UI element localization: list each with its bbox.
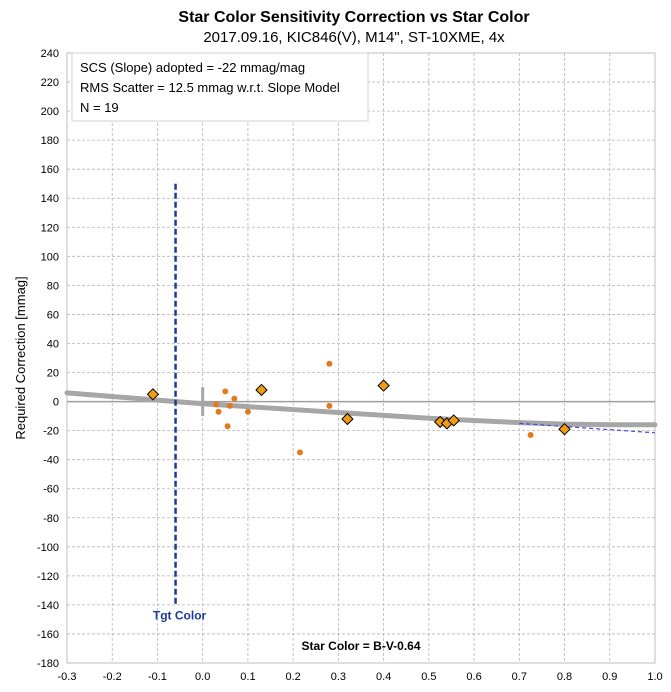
y-tick-label: 20 <box>47 368 59 380</box>
x-tick-label: 0.5 <box>421 671 436 683</box>
diamond-point <box>255 383 268 397</box>
y-tick-label: -180 <box>37 658 59 670</box>
chart-title: Star Color Sensitivity Correction vs Sta… <box>178 9 529 26</box>
info-box-background <box>71 52 369 122</box>
y-tick-labels: -180 -160 -140 -120 -100 -80 -60 -40 -20 0 20 40 60 8… <box>37 48 59 670</box>
y-tick-label: -20 <box>43 426 59 438</box>
slope-line <box>519 422 656 434</box>
x-tick-label: 0.0 <box>195 671 210 683</box>
dot-point <box>213 401 220 408</box>
grid <box>66 52 656 664</box>
diamond-point <box>558 422 571 436</box>
fit-curve <box>64 390 658 428</box>
y-axis-label: Required Correction [mmag] <box>13 276 28 439</box>
y-tick-label: 60 <box>47 309 59 321</box>
dot-point <box>326 402 333 409</box>
x-axis-label: Star Color = B-V-0.64 <box>301 639 420 653</box>
dot-point <box>215 408 222 415</box>
x-tick-label: 0.1 <box>240 671 255 683</box>
dot-point <box>226 402 233 409</box>
y-tick-label: 240 <box>41 48 59 60</box>
x-tick-label: 0.7 <box>512 671 527 683</box>
x-tick-label: -0.1 <box>148 671 167 683</box>
x-tick-label: -0.3 <box>58 671 77 683</box>
x-tick-label: 0.3 <box>331 671 346 683</box>
x-tick-label: 0.6 <box>466 671 481 683</box>
y-tick-label: 80 <box>47 280 59 292</box>
diamond-point <box>146 388 160 401</box>
dot-point <box>224 423 231 430</box>
info-box: SCS (Slope) adopted = -22 mmag/mag RMS S… <box>71 52 369 122</box>
x-tick-label: 0.9 <box>602 671 617 683</box>
y-tick-label: 120 <box>41 222 59 234</box>
y-tick-label: -100 <box>37 542 59 554</box>
y-tick-label: -140 <box>37 600 59 612</box>
dot-point <box>527 431 534 438</box>
y-tick-label: 0 <box>53 397 59 409</box>
diamond-point <box>341 412 354 426</box>
y-tick-label: 220 <box>41 77 59 89</box>
dot-point <box>231 395 238 402</box>
x-tick-label: 1.0 <box>647 671 662 683</box>
y-tick-label: 160 <box>41 164 59 176</box>
x-tick-label: 0.4 <box>376 671 391 683</box>
x-tick-labels: -0.3 -0.2 -0.1 0.0 0.1 0.2 0.3 0.4 0.5 0.6 0.7 0.8 0… <box>58 671 663 683</box>
diamond-point <box>447 414 460 427</box>
dot-point <box>296 449 303 456</box>
info-line-scs: SCS (Slope) adopted = -22 mmag/mag <box>80 60 305 75</box>
y-tick-label: -40 <box>43 455 59 467</box>
y-tick-label: 40 <box>47 338 59 350</box>
x-tick-label: 0.8 <box>557 671 572 683</box>
plot-frame <box>66 52 656 664</box>
y-tick-label: -80 <box>43 513 59 525</box>
dot-point <box>222 388 229 395</box>
chart-subtitle: 2017.09.16, KIC846(V), M14", ST-10XME, 4… <box>203 29 505 46</box>
x-tick-label: 0.2 <box>286 671 301 683</box>
dot-point <box>244 408 251 415</box>
y-tick-label: -160 <box>37 629 59 641</box>
y-tick-label: -60 <box>43 484 59 496</box>
y-tick-label: 200 <box>41 106 59 118</box>
y-tick-label: 180 <box>41 135 59 147</box>
x-tick-label: -0.2 <box>103 671 122 683</box>
y-tick-label: 100 <box>41 251 59 263</box>
y-tick-label: 140 <box>41 193 59 205</box>
y-tick-label: -120 <box>37 571 59 583</box>
dot-point <box>326 360 333 367</box>
diamond-point <box>377 379 390 392</box>
info-line-n: N = 19 <box>80 100 119 115</box>
data-points <box>146 360 571 456</box>
target-color-label: Tgt Color <box>153 608 207 622</box>
info-line-rms: RMS Scatter = 12.5 mmag w.r.t. Slope Mod… <box>80 80 340 95</box>
